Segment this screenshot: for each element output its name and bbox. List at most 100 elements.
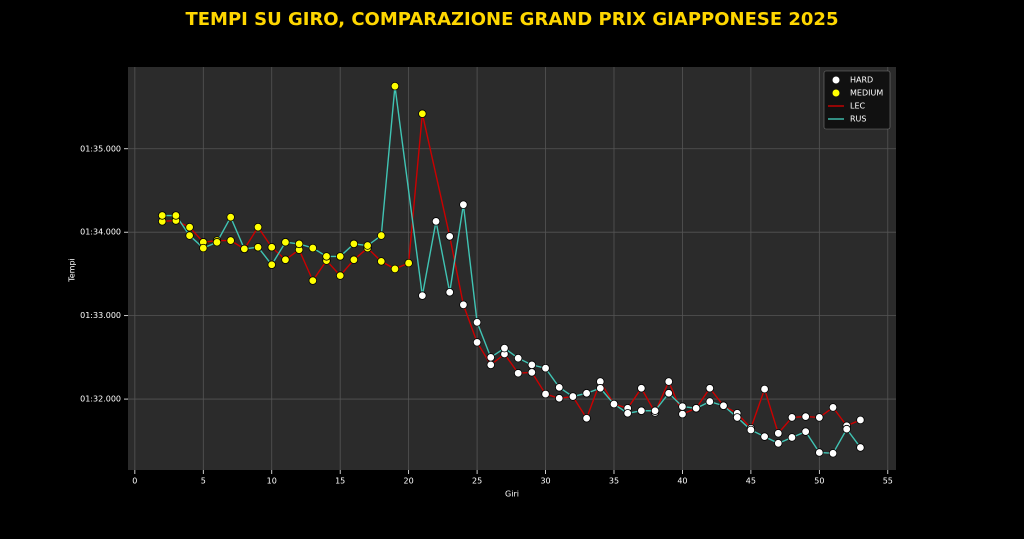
legend-marker [832,76,840,84]
plot-area [128,67,896,470]
legend-marker [832,89,840,97]
x-tick-label: 35 [609,477,619,486]
lap-marker [787,433,797,442]
lap-marker [445,288,454,297]
lap-marker [815,413,824,422]
lap-marker [801,427,810,436]
lap-marker [349,239,359,249]
lap-marker [555,394,564,403]
lap-marker [171,211,181,220]
x-tick-label: 30 [540,477,550,486]
lap-marker [363,241,372,250]
lap-marker [609,399,619,409]
lap-marker [308,243,318,253]
lap-marker [418,291,427,300]
lap-marker [226,236,235,245]
lap-marker [596,384,605,393]
lap-marker [650,406,660,415]
lap-marker [294,239,304,249]
lap-marker [281,255,290,264]
y-tick-label: 01:34.000 [80,228,121,237]
lap-marker [267,243,276,252]
lap-marker [527,360,537,370]
lap-marker [582,389,591,398]
lap-marker [500,343,509,353]
x-tick-label: 20 [404,477,414,486]
lap-marker [253,222,263,232]
lap-marker [253,243,263,252]
lap-marker [555,383,564,392]
lap-marker [212,238,222,247]
grid: 0 5 10 15 20 25 30 35 40 45 50 55 01:32.000 01:33.000… [80,67,896,486]
legend-box [823,70,891,130]
lap-marker [637,384,646,393]
lap-marker [486,353,495,362]
lap-marker [185,222,194,232]
lap-marker [774,429,783,438]
lap-marker [472,318,482,327]
lap-marker [732,413,742,422]
chart-title: TEMPI SU GIRO, COMPARAZIONE GRAND PRIX G… [185,9,838,30]
legend-label: RUS [850,115,867,124]
x-tick-label: 15 [335,477,345,486]
lap-marker [418,109,427,118]
lap-marker [678,402,687,411]
lap-marker [240,244,249,254]
lap-marker [705,397,715,406]
lap-marker [308,276,318,285]
lap-marker [582,414,591,423]
lap-marker [678,409,687,419]
lap-marker [664,389,673,398]
x-axis-label: Giri [505,490,519,499]
lap-marker [459,200,468,209]
lap-marker [431,217,441,226]
lap-marker [335,271,345,280]
lap-marker [390,81,400,91]
lap-marker [527,368,537,377]
y-tick-label: 01:32.000 [80,395,121,404]
legend-label: MEDIUM [850,89,883,98]
lap-marker [856,443,865,452]
lap-marker [568,392,578,401]
lap-marker [199,243,208,253]
lap-marker [801,412,810,421]
lap-marker [842,424,851,434]
lap-marker [746,425,756,435]
lap-marker [472,338,482,347]
x-tick-label: 10 [267,477,277,486]
lap-marker [185,231,194,240]
lap-marker [760,432,769,441]
lap-marker [513,369,523,378]
lap-marker [815,448,824,457]
lap-marker [377,231,386,240]
lap-marker [691,404,701,413]
lap-marker [377,257,386,266]
lap-marker [705,384,715,393]
x-tick-label: 25 [472,477,482,486]
lap-marker [390,264,400,274]
legend: HARD MEDIUM LEC RUS [823,70,891,130]
lap-marker [486,360,495,370]
x-tick-label: 55 [883,477,893,486]
x-tick-label: 5 [201,477,206,486]
lap-marker [719,401,728,410]
lap-marker [664,377,673,386]
y-axis-label: Tempi [68,258,77,283]
x-tick-label: 50 [814,477,824,486]
x-tick-label: 40 [677,477,687,486]
legend-label: LEC [850,102,866,111]
lap-marker [541,389,550,399]
legend-label: HARD [850,76,873,85]
lap-marker [787,413,797,422]
lap-marker [459,300,468,309]
lap-marker [445,232,454,241]
y-tick-label: 01:35.000 [80,144,121,153]
lap-marker [226,212,235,222]
lap-marker [637,406,646,415]
lap-marker [281,238,290,247]
lap-marker [760,384,769,394]
lap-marker [335,252,345,261]
lap-marker [623,409,632,418]
lap-marker [267,260,276,269]
